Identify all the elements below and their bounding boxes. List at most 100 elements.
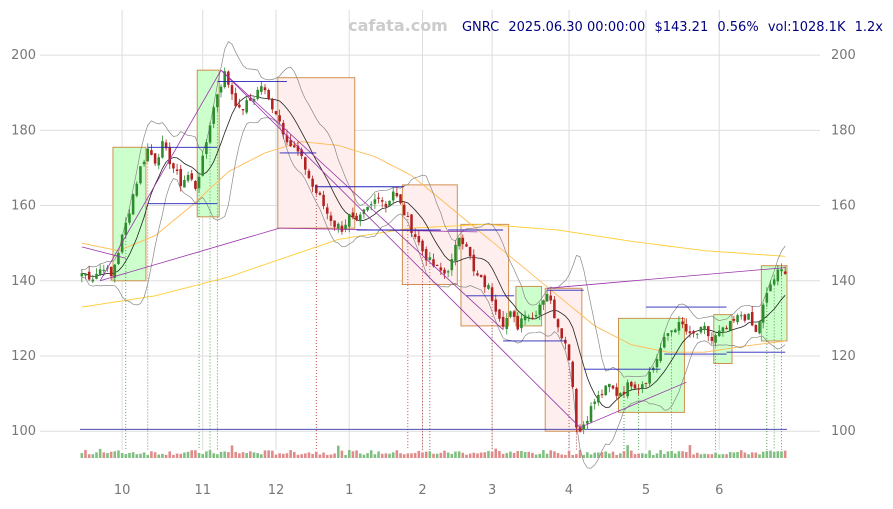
candle-body <box>512 311 516 317</box>
volume-bar <box>476 453 479 458</box>
trend-line <box>81 246 126 259</box>
candle-body <box>142 161 146 165</box>
candle-body <box>611 385 615 389</box>
candle-body <box>282 122 285 135</box>
header-change: 0.56% <box>717 20 758 35</box>
signal-zone-up <box>617 317 685 413</box>
volume-bar <box>728 452 732 458</box>
volume-bar <box>677 451 681 458</box>
volume-bar <box>80 453 84 458</box>
candle-body <box>728 321 732 331</box>
volume-bar <box>87 454 91 458</box>
volume-bar <box>659 450 662 458</box>
candle-body <box>538 304 542 315</box>
volume-bar <box>498 451 501 458</box>
volume-bar <box>684 452 688 458</box>
candle-body <box>150 150 153 155</box>
trend-line <box>547 267 786 289</box>
candle-body <box>205 142 208 155</box>
candle-body <box>289 140 292 147</box>
candle-body <box>344 224 347 230</box>
volume-bar <box>743 452 747 458</box>
candle-body <box>487 285 490 289</box>
volume-bar <box>102 452 106 458</box>
candle-body <box>527 316 531 318</box>
candle-body <box>450 259 454 271</box>
volume-bar <box>344 454 347 458</box>
candle-body <box>465 244 468 247</box>
volume-bar <box>582 454 585 458</box>
candle-body <box>736 315 739 323</box>
volume-bar <box>564 454 567 458</box>
volume-bar <box>172 454 175 458</box>
chart-header: cafata.com GNRC 2025.06.30 00:00:00 $143… <box>348 16 883 35</box>
candle-body <box>304 157 307 170</box>
volume-bar <box>347 450 351 458</box>
volume-bar <box>417 450 421 458</box>
volume-bar <box>549 450 553 458</box>
volume-bar <box>553 451 556 458</box>
volume-bar <box>699 454 703 458</box>
volume-bar <box>446 452 450 458</box>
volume-bar <box>578 450 582 458</box>
candle-body <box>509 311 512 317</box>
volume-bar <box>641 453 644 458</box>
volume-bar <box>567 450 571 458</box>
volume-bar <box>435 453 439 458</box>
volume-bar <box>413 452 417 458</box>
candle-body <box>421 240 424 252</box>
candle-body <box>556 319 560 328</box>
candle-body <box>457 237 461 247</box>
volume-bar <box>161 453 164 458</box>
x-tick-label: 10 <box>114 483 131 498</box>
candle-body <box>296 145 300 152</box>
volume-bar <box>589 454 593 458</box>
volume-bar <box>205 451 208 458</box>
candle-body <box>637 388 640 390</box>
candle-body <box>567 344 571 361</box>
volume-bar <box>520 451 523 458</box>
candle-body <box>186 174 190 181</box>
volume-bar <box>538 453 542 458</box>
candle-body <box>399 194 402 204</box>
volume-bar <box>783 450 787 458</box>
candle-body <box>717 330 721 337</box>
volume-bar <box>179 453 183 458</box>
x-tick-label: 12 <box>268 483 285 498</box>
volume-bar <box>644 453 648 458</box>
candle-body <box>84 273 87 276</box>
volume-bar <box>84 450 87 458</box>
volume-bar <box>109 451 113 458</box>
volume-bar <box>725 454 728 458</box>
volume-bar <box>197 452 201 458</box>
volume-bar <box>373 454 377 458</box>
candle-body <box>175 169 179 172</box>
volume-bar <box>95 452 98 458</box>
volume-bar <box>230 445 234 458</box>
volume-bars <box>80 428 787 458</box>
volume-bar <box>450 453 454 458</box>
candle-body <box>589 406 593 423</box>
candle-body <box>219 86 223 93</box>
volume-bar <box>351 451 355 458</box>
volume-bar <box>329 454 333 458</box>
volume-bar <box>439 452 443 458</box>
candle-body <box>582 424 585 430</box>
volume-bar <box>531 452 534 458</box>
volume-bar <box>249 451 252 458</box>
volume-bar <box>516 451 520 458</box>
volume-bar <box>501 453 505 458</box>
trend-line <box>220 69 504 330</box>
candle-body <box>197 176 201 189</box>
volume-bar <box>135 454 139 458</box>
candle-body <box>681 321 684 325</box>
candle-body <box>325 207 329 214</box>
volume-bar <box>673 453 677 458</box>
candle-body <box>256 89 259 99</box>
volume-bar <box>274 454 278 458</box>
y-tick-label-left: 120 <box>11 349 36 364</box>
candle-body <box>677 321 681 331</box>
volume-bar <box>443 450 446 458</box>
volume-bar <box>776 451 780 458</box>
